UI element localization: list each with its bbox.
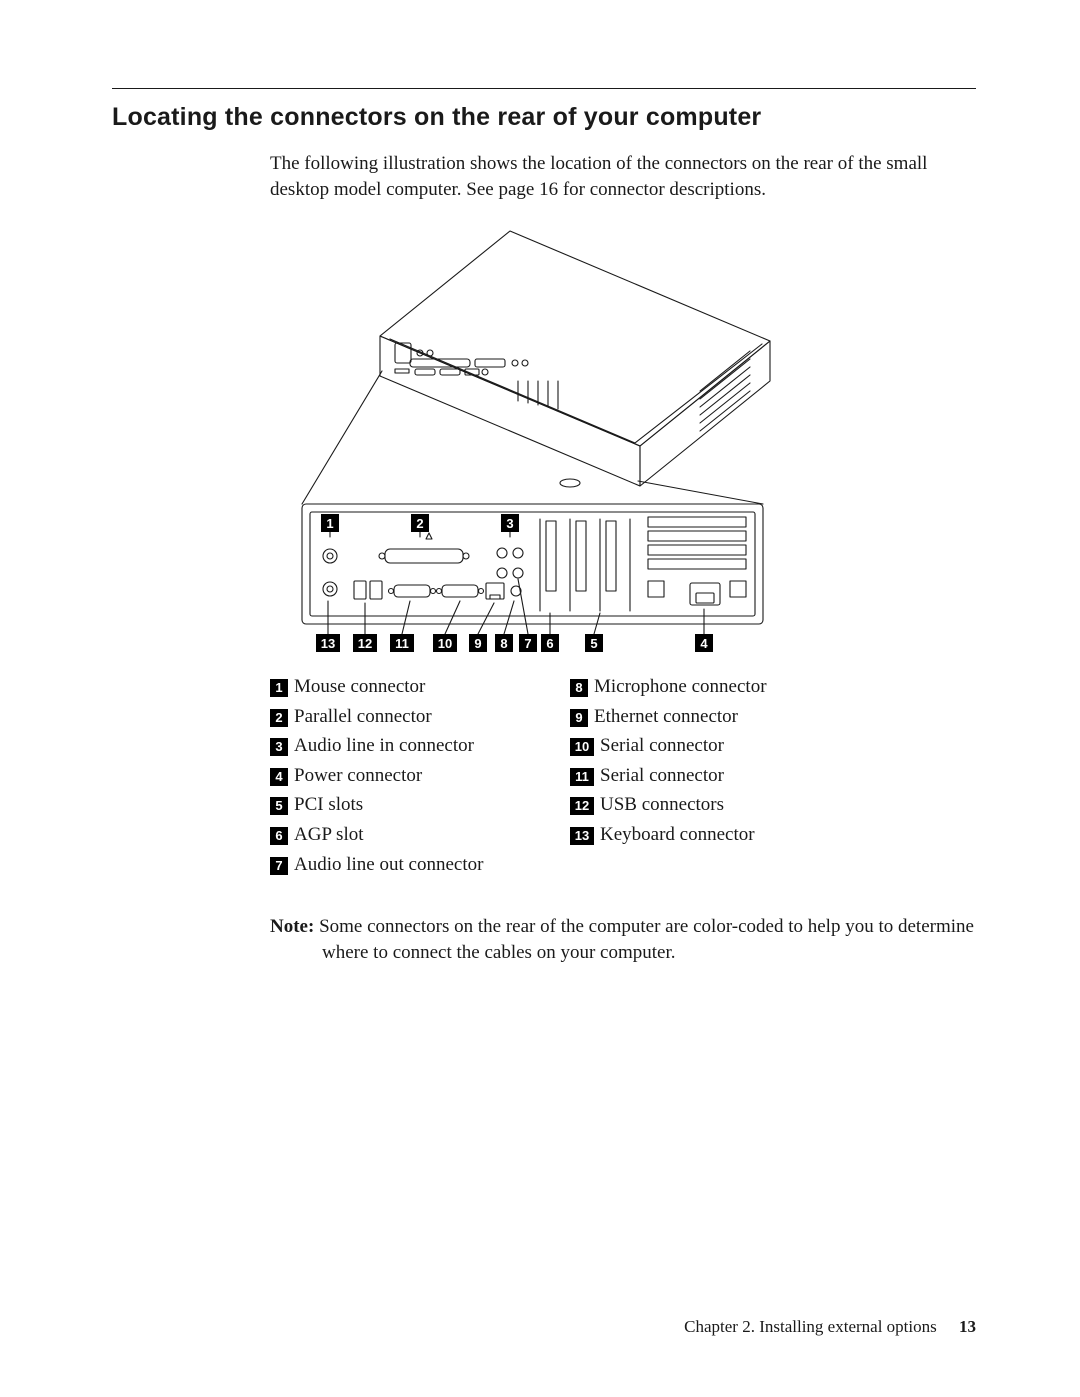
legend-label: Audio line out connector <box>294 851 483 879</box>
legend-number: 10 <box>570 738 594 756</box>
legend-item: 4 Power connector <box>270 762 570 790</box>
callout-bottom: 4 <box>700 636 708 651</box>
callout-top: 2 <box>416 516 423 531</box>
note-paragraph: Note: Some connectors on the rear of the… <box>270 914 976 965</box>
legend-number: 5 <box>270 797 288 815</box>
legend-item: 13 Keyboard connector <box>570 821 870 849</box>
callout-bottom: 12 <box>358 636 372 651</box>
figure-svg: 1 2 3 13 12 11 10 9 8 7 6 5 4 <box>270 221 910 661</box>
legend-label: PCI slots <box>294 791 363 819</box>
callout-bottom: 11 <box>395 636 409 651</box>
legend-table: 1 Mouse connector2 Parallel connector3 A… <box>270 673 976 880</box>
legend-item: 1 Mouse connector <box>270 673 570 701</box>
callout-bottom-group: 13 12 11 10 9 8 7 6 5 4 <box>316 634 713 652</box>
legend-item: 10 Serial connector <box>570 732 870 760</box>
legend-label: USB connectors <box>600 791 724 819</box>
legend-label: Microphone connector <box>594 673 767 701</box>
legend-number: 7 <box>270 857 288 875</box>
legend-number: 9 <box>570 709 588 727</box>
note-label: Note: <box>270 916 314 937</box>
legend-label: Keyboard connector <box>600 821 755 849</box>
legend-number: 8 <box>570 679 588 697</box>
legend-label: Mouse connector <box>294 673 425 701</box>
legend-label: Power connector <box>294 762 422 790</box>
legend-item: 11 Serial connector <box>570 762 870 790</box>
footer-page-number: 13 <box>959 1317 976 1336</box>
callout-bottom: 7 <box>524 636 531 651</box>
legend-number: 12 <box>570 797 594 815</box>
callout-top: 1 <box>326 516 333 531</box>
legend-number: 13 <box>570 827 594 845</box>
legend-item: 2 Parallel connector <box>270 703 570 731</box>
legend-item: 5 PCI slots <box>270 791 570 819</box>
legend-item: 3 Audio line in connector <box>270 732 570 760</box>
callout-bottom: 13 <box>321 636 335 651</box>
top-rule <box>112 88 976 89</box>
legend-number: 6 <box>270 827 288 845</box>
intro-paragraph: The following illustration shows the loc… <box>270 151 976 202</box>
legend-item: 9 Ethernet connector <box>570 703 870 731</box>
legend-label: AGP slot <box>294 821 364 849</box>
callout-top-group: 1 2 3 <box>321 514 519 532</box>
legend-label: Parallel connector <box>294 703 432 731</box>
rear-connector-figure: 1 2 3 13 12 11 10 9 8 7 6 5 4 <box>270 221 910 661</box>
footer-chapter: Chapter 2. Installing external options <box>684 1317 937 1336</box>
legend-item: 12 USB connectors <box>570 791 870 819</box>
legend-item: 8 Microphone connector <box>570 673 870 701</box>
callout-bottom: 5 <box>590 636 597 651</box>
legend-label: Serial connector <box>600 732 724 760</box>
callout-top: 3 <box>506 516 513 531</box>
legend-label: Serial connector <box>600 762 724 790</box>
legend-number: 2 <box>270 709 288 727</box>
legend-number: 1 <box>270 679 288 697</box>
callout-bottom: 9 <box>474 636 481 651</box>
callout-bottom: 10 <box>438 636 452 651</box>
legend-label: Audio line in connector <box>294 732 474 760</box>
section-title: Locating the connectors on the rear of y… <box>112 103 976 132</box>
legend-number: 11 <box>570 768 594 786</box>
legend-number: 4 <box>270 768 288 786</box>
legend-number: 3 <box>270 738 288 756</box>
legend-item: 7 Audio line out connector <box>270 851 570 879</box>
callout-bottom: 8 <box>500 636 507 651</box>
legend-item: 6 AGP slot <box>270 821 570 849</box>
legend-label: Ethernet connector <box>594 703 738 731</box>
page-footer: Chapter 2. Installing external options 1… <box>684 1317 976 1337</box>
callout-bottom: 6 <box>546 636 553 651</box>
note-text: Some connectors on the rear of the compu… <box>319 916 974 963</box>
